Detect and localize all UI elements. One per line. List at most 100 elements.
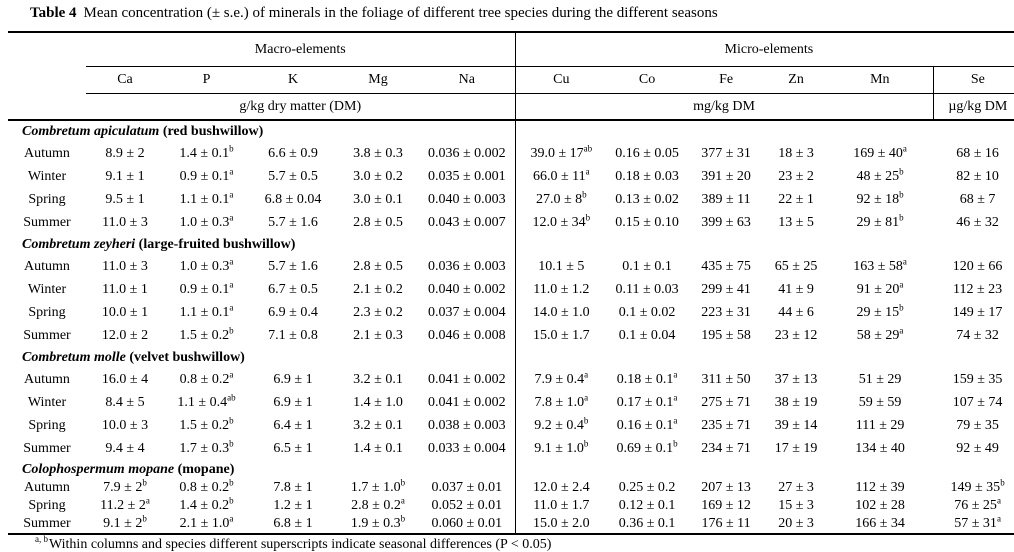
data-cell: 37 ± 13 [774,371,818,387]
data-cell: 195 ± 58 [701,327,751,343]
data-cell: 8.9 ± 2 [105,145,145,161]
data-cell: 14.0 ± 1.0 [532,304,590,320]
data-cell: 46 ± 32 [956,214,999,230]
data-cell: 0.060 ± 0.01 [419,515,516,535]
data-cell: 389 ± 11 [701,191,751,207]
data-cell: 66.0 ± 11a [532,165,590,184]
footnote-text: Within columns and species different sup… [49,537,552,552]
col-header-p: P [164,66,249,94]
data-cell: 7.9 ± 0.4a [534,368,589,387]
data-cell: 7.9 ± 2b [103,479,147,495]
data-cell: 44 ± 6 [778,304,814,320]
data-cell: 166 ± 34 [827,515,934,535]
micro-units-label: mg/kg DM [515,93,934,121]
significance-superscript: b [673,437,678,448]
data-cell: 0.18 ± 0.03 [615,168,679,184]
data-cell: 11.2 ± 2a [100,497,150,513]
season-label: Summer [23,327,71,343]
data-cell: 5.7 ± 0.5 [268,168,318,184]
season-label: Winter [27,394,67,410]
significance-superscript: b [142,515,147,524]
data-cell: 0.033 ± 0.004 [419,437,516,460]
data-row: Summer 9.4 ± 4 1.7 ± 0.3b 6.5 ± 1 1.4 ± 0.1 0… [8,437,1014,460]
data-cell: 169 ± 40a [853,142,907,161]
data-cell: 207 ± 13 [701,480,751,495]
data-cell: 0.8 ± 0.2a [179,368,234,387]
season-label: Autumn [24,480,70,495]
data-cell: 3.0 ± 0.2 [353,168,403,184]
data-cell: 6.8 ± 0.04 [264,191,322,207]
species-header-row: Combretum apiculatum (red bushwillow) [8,120,1014,142]
data-cell: 12.0 ± 2 [101,327,149,343]
species-header-filler [515,234,1014,255]
data-row: Winter 8.4 ± 5 1.1 ± 0.4ab 6.9 ± 1 1.4 ± 1.0… [8,391,1014,414]
significance-superscript: b [582,188,587,199]
significance-superscript: a [229,301,234,312]
col-header-co: Co [607,66,688,94]
data-cell: 29 ± 81b [856,211,904,230]
data-cell: 8.4 ± 5 [105,394,145,410]
data-cell: 0.052 ± 0.01 [419,497,516,515]
data-cell: 76 ± 25a [954,497,1001,513]
species-latin-name: Combretum apiculatum [22,123,160,139]
data-cell: 6.7 ± 0.5 [268,281,318,297]
season-label: Winter [27,281,67,297]
significance-superscript: b [229,479,234,488]
data-cell: 435 ± 75 [701,258,751,274]
significance-superscript: a [145,497,150,506]
season-label: Summer [23,440,71,456]
col-header-ca: Ca [86,66,164,94]
season-label: Autumn [24,145,70,161]
data-cell: 92 ± 49 [956,440,999,456]
significance-superscript: a [673,368,678,379]
data-row: Winter 9.1 ± 1 0.9 ± 0.1a 5.7 ± 0.5 3.0 ± 0.… [8,165,1014,188]
data-cell: 0.36 ± 0.1 [607,515,688,535]
data-row: Spring 10.0 ± 3 1.5 ± 0.2b 6.4 ± 1 3.2 ± 0.1… [8,414,1014,437]
data-row: Summer 9.1 ± 2b 2.1 ± 1.0a 6.8 ± 1 1.9 ± 0.3… [8,515,1014,535]
data-cell: 399 ± 63 [701,214,751,230]
data-cell: 11.0 ± 3 [102,258,148,274]
data-cell: 23 ± 2 [778,168,814,184]
significance-superscript: b [585,211,591,222]
data-cell: 6.6 ± 0.9 [268,145,318,161]
se-units-label: µg/kg DM [933,93,1014,121]
data-cell: 6.5 ± 1 [273,440,313,456]
data-cell: 22 ± 1 [778,191,814,207]
data-cell: 68 ± 7 [959,191,996,207]
significance-superscript: b [583,414,589,425]
data-cell: 48 ± 25b [856,165,904,184]
data-cell: 1.7 ± 1.0b [350,479,406,495]
data-cell: 27.0 ± 8b [535,188,587,207]
data-cell: 51 ± 29 [858,371,902,387]
data-cell: 2.8 ± 0.2a [351,497,405,513]
data-cell: 15.0 ± 2.0 [515,515,608,535]
significance-superscript: b [229,497,234,506]
data-cell: 2.1 ± 1.0a [164,515,249,535]
data-cell: 3.2 ± 0.1 [353,417,403,433]
significance-superscript: ab [583,142,593,153]
table-caption-text: Mean concentration (± s.e.) of minerals … [83,5,718,21]
data-cell: 9.2 ± 0.4b [534,414,589,433]
species-header-row: Colophospermum mopane (mopane) [8,460,1014,479]
species-header-filler [515,460,1014,479]
significance-superscript: a [899,278,904,289]
season-label: Spring [28,417,66,433]
macro-units-label: g/kg dry matter (DM) [86,93,516,121]
species-header-row: Combretum molle (velvet bushwillow) [8,347,1014,368]
data-cell: 159 ± 35 [952,371,1003,387]
data-cell: 1.1 ± 0.1a [179,301,234,320]
data-cell: 6.8 ± 1 [249,515,337,535]
data-cell: 234 ± 71 [701,440,751,456]
data-cell: 23 ± 12 [774,327,818,343]
data-cell: 9.4 ± 4 [105,440,145,456]
data-cell: 27 ± 3 [778,480,814,495]
group-header-row: Macro-elements Micro-elements [8,31,1014,67]
species-latin-name: Combretum molle [22,349,126,365]
micro-elements-group-header: Micro-elements [515,31,1014,67]
data-cell: 0.046 ± 0.008 [419,324,516,347]
significance-superscript: a [229,278,234,289]
significance-superscript: a [902,255,907,266]
data-cell: 10.0 ± 3 [101,417,149,433]
units-row: g/kg dry matter (DM) mg/kg DM µg/kg DM [8,93,1014,121]
